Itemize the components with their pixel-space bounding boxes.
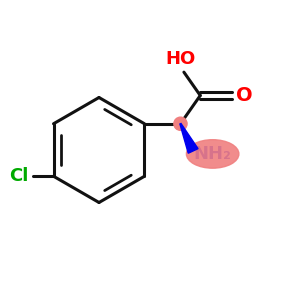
Polygon shape bbox=[180, 124, 198, 153]
Text: Cl: Cl bbox=[9, 167, 28, 185]
Ellipse shape bbox=[186, 140, 239, 168]
Circle shape bbox=[174, 117, 187, 130]
Text: NH₂: NH₂ bbox=[194, 145, 232, 163]
Text: HO: HO bbox=[166, 50, 196, 68]
Text: O: O bbox=[236, 86, 253, 105]
